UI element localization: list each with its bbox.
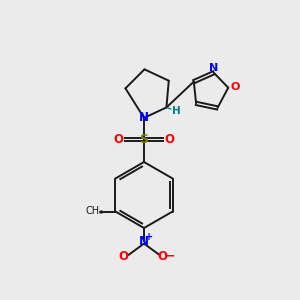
Text: −: − — [164, 250, 175, 263]
Text: O: O — [230, 82, 239, 92]
Text: H: H — [172, 106, 180, 116]
Text: S: S — [140, 133, 148, 146]
Text: O: O — [157, 250, 167, 263]
Text: N: N — [139, 235, 149, 248]
Text: N: N — [208, 63, 218, 73]
Text: O: O — [164, 133, 174, 146]
Text: CH₃: CH₃ — [85, 206, 103, 217]
Text: O: O — [118, 250, 128, 263]
Text: O: O — [114, 133, 124, 146]
Text: +: + — [145, 232, 153, 242]
Text: N: N — [138, 111, 148, 124]
